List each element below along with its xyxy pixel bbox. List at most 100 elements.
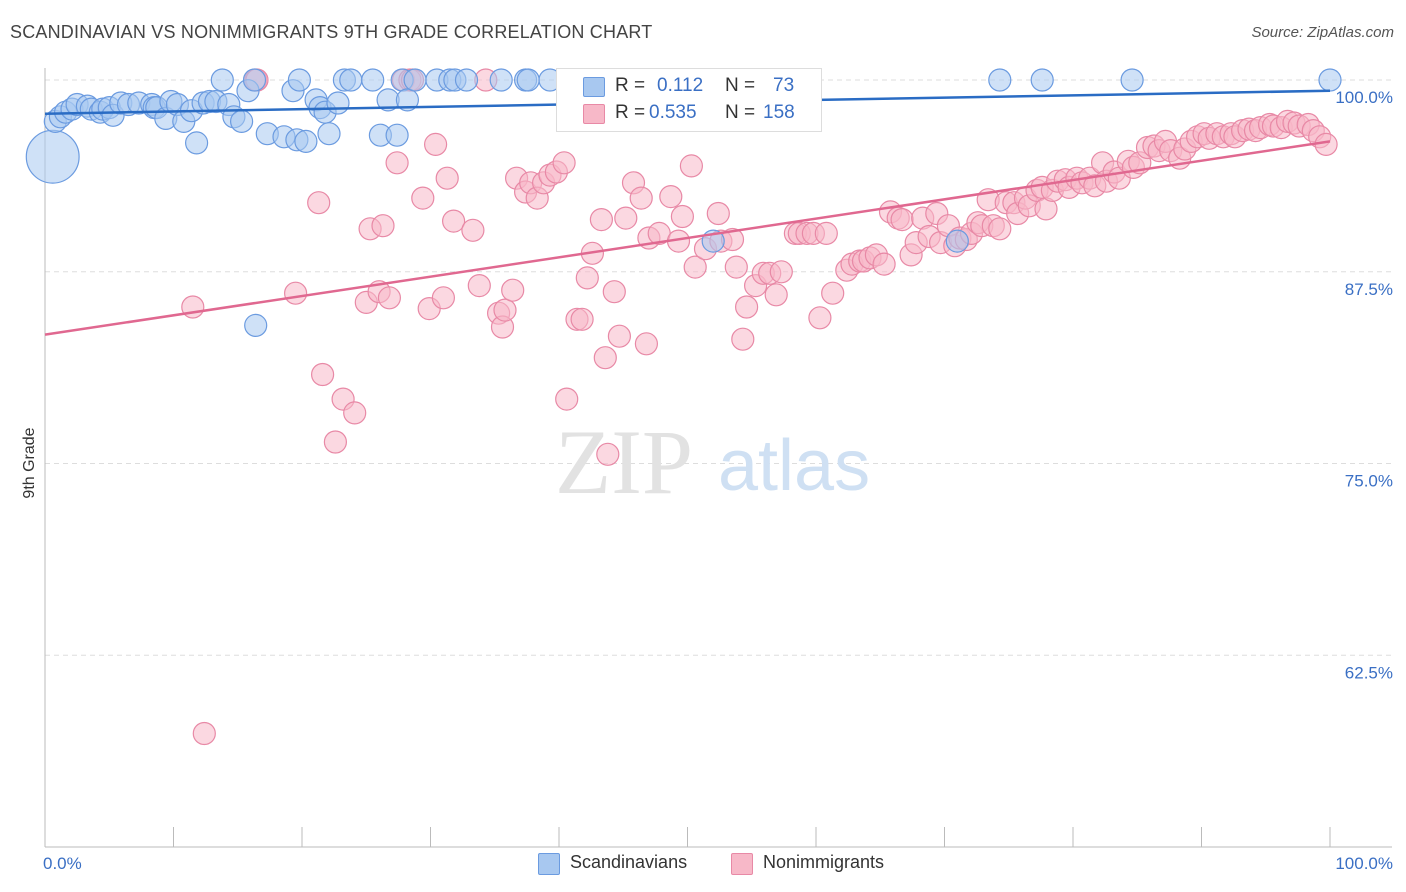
- scandinavians-point: [385, 123, 409, 147]
- r-value: 0.112: [657, 75, 704, 96]
- n-label: N =: [725, 102, 756, 123]
- nonimmigrants-point: [731, 327, 755, 351]
- legend-swatch-pink: [731, 853, 753, 875]
- scandinavians-point: [988, 68, 1012, 92]
- r-value: 0.535: [649, 102, 697, 123]
- scandinavians-point: [287, 68, 311, 92]
- scandinavians-point: [244, 313, 268, 337]
- nonimmigrants-point: [467, 274, 491, 298]
- scandinavians-point: [317, 122, 341, 146]
- nonimmigrants-point: [764, 283, 788, 307]
- scandinavians-point: [326, 91, 350, 115]
- nonimmigrants-point: [570, 307, 594, 331]
- scandinavians-point: [210, 68, 234, 92]
- nonimmigrants-point: [724, 255, 748, 279]
- nonimmigrants-point: [575, 266, 599, 290]
- nonimmigrants-point: [614, 206, 638, 230]
- stats-legend-row-nonimmigrants: R = 0.535 N = 158: [557, 101, 821, 127]
- scandinavians-point: [945, 229, 969, 253]
- x-tick-label: 0.0%: [43, 854, 82, 873]
- nonimmigrants-point: [385, 151, 409, 175]
- legend-swatch-pink: [583, 104, 605, 124]
- watermark-zip: ZIP: [555, 411, 693, 513]
- nonimmigrants-point: [821, 281, 845, 305]
- nonimmigrants-point: [501, 278, 525, 302]
- scandinavians-point: [339, 68, 363, 92]
- nonimmigrants-point: [872, 252, 896, 276]
- scandinavians-point: [395, 88, 419, 112]
- nonimmigrants-points: [181, 68, 1338, 746]
- scandinavians-point: [25, 129, 80, 184]
- nonimmigrants-point: [808, 306, 832, 330]
- y-tick-label: 75.0%: [1345, 472, 1393, 491]
- watermark-atlas: atlas: [718, 426, 870, 506]
- nonimmigrants-point: [461, 218, 485, 242]
- scandinavians-point: [454, 68, 479, 92]
- nonimmigrants-point: [343, 401, 367, 425]
- stats-legend-row-scandinavians: R = 0.112 N = 73: [557, 74, 821, 100]
- nonimmigrants-point: [683, 255, 707, 279]
- nonimmigrants-point: [424, 132, 448, 156]
- nonimmigrants-point: [377, 286, 401, 310]
- r-label: R =: [615, 102, 646, 123]
- nonimmigrants-point: [442, 209, 466, 233]
- nonimmigrants-point: [596, 442, 620, 466]
- nonimmigrants-point: [629, 186, 653, 210]
- nonimmigrants-point: [890, 208, 914, 232]
- axes: [44, 68, 1392, 848]
- grid-lines: [45, 79, 1392, 656]
- scandinavians-point: [230, 109, 254, 134]
- nonimmigrants-point: [634, 332, 659, 356]
- legend-swatch-blue: [583, 77, 605, 97]
- nonimmigrants-point: [706, 201, 730, 226]
- nonimmigrants-point: [311, 362, 335, 387]
- y-axis-label: 9th Grade: [21, 427, 38, 498]
- nonimmigrants-point: [1314, 132, 1338, 156]
- stats-legend: R = 0.112 N = 73 R = 0.535 N = 158: [556, 68, 822, 132]
- y-tick-label: 87.5%: [1345, 280, 1393, 299]
- n-value: 158: [763, 102, 795, 123]
- nonimmigrants-trend-line: [44, 140, 1331, 336]
- legend-label: Scandinavians: [570, 852, 688, 872]
- nonimmigrants-point: [589, 208, 614, 232]
- nonimmigrants-point: [659, 185, 683, 209]
- nonimmigrants-point: [371, 214, 395, 238]
- scandinavians-point: [361, 68, 385, 92]
- nonimmigrants-point: [593, 346, 617, 370]
- nonimmigrants-point: [552, 151, 576, 175]
- y-tick-label: 62.5%: [1345, 663, 1393, 682]
- r-label: R =: [615, 75, 646, 96]
- nonimmigrants-point: [670, 204, 695, 229]
- nonimmigrants-point: [607, 324, 632, 348]
- scandinavians-point: [516, 68, 540, 92]
- nonimmigrants-point: [555, 387, 579, 411]
- nonimmigrants-point: [284, 281, 308, 305]
- scandinavians-point: [1030, 68, 1054, 92]
- nonimmigrants-point: [769, 260, 793, 284]
- tick-labels: 62.5% 75.0% 87.5% 100.0% 0.0% 100.0% 9th Grade: [21, 88, 1393, 873]
- scandinavians-point: [242, 68, 267, 92]
- scandinavians-point: [403, 68, 427, 92]
- n-value: 73: [773, 75, 795, 96]
- nonimmigrants-point: [192, 721, 216, 746]
- nonimmigrants-point: [411, 186, 435, 210]
- nonimmigrants-point: [435, 166, 459, 190]
- nonimmigrants-point: [602, 280, 626, 304]
- nonimmigrants-point: [431, 286, 455, 310]
- y-tick-label: 100.0%: [1335, 88, 1393, 107]
- scandinavians-point: [185, 131, 209, 155]
- nonimmigrants-point: [307, 191, 331, 215]
- scandinavians-point: [489, 68, 513, 92]
- legend-label: Nonimmigrants: [763, 852, 885, 872]
- source-note: Source: ZipAtlas.com: [1251, 24, 1394, 41]
- x-tick-label: 100.0%: [1335, 854, 1393, 873]
- chart-title: SCANDINAVIAN VS NONIMMIGRANTS 9TH GRADE …: [10, 22, 653, 42]
- scandinavians-point: [294, 129, 318, 153]
- nonimmigrants-point: [734, 295, 759, 319]
- nonimmigrants-point: [814, 221, 838, 245]
- n-label: N =: [725, 75, 756, 96]
- legend-swatch-blue: [538, 853, 560, 875]
- nonimmigrants-point: [323, 430, 347, 454]
- scandinavians-point: [1120, 68, 1144, 92]
